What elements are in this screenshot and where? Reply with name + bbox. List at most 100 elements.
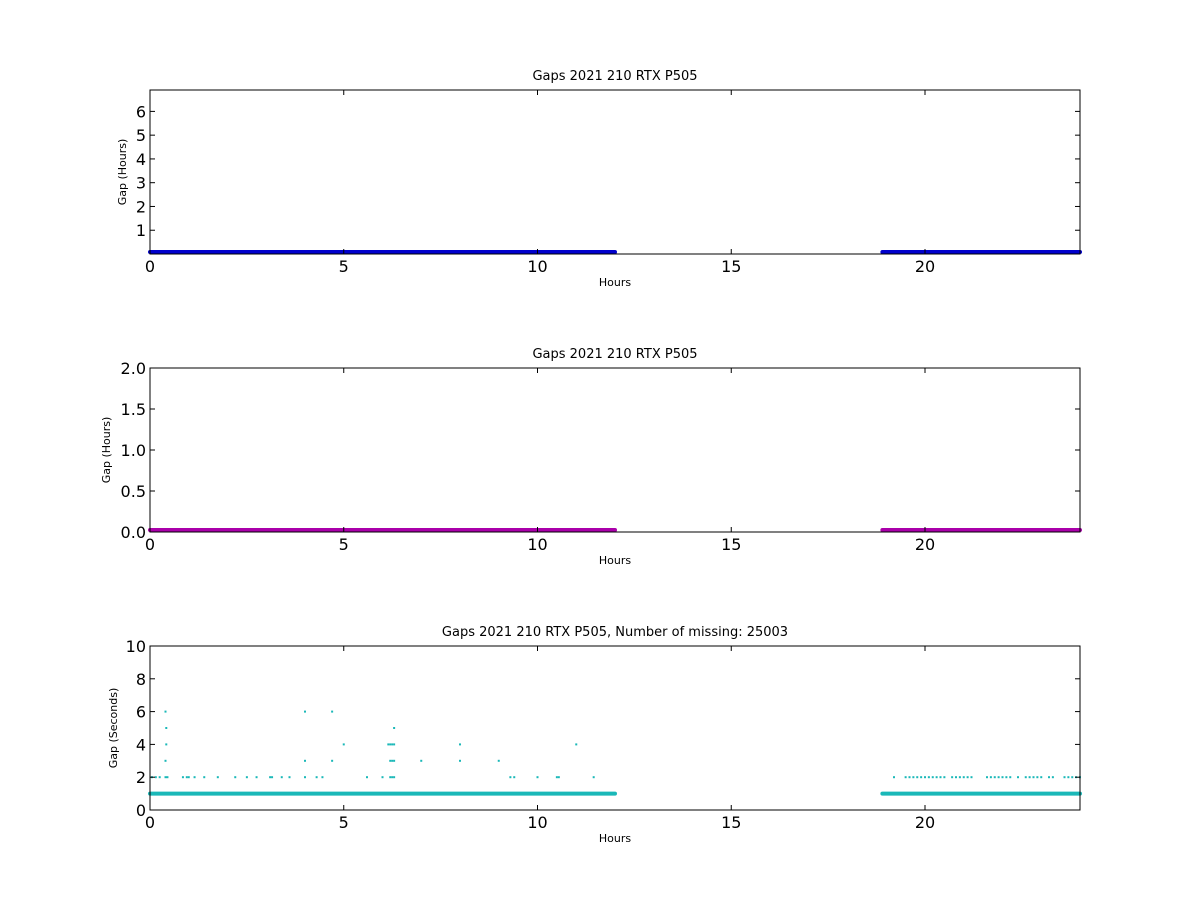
x-axis-label: Hours: [599, 832, 631, 845]
data-point: [331, 759, 334, 762]
y-tick-label: 2: [136, 768, 146, 787]
data-point: [269, 776, 272, 779]
x-tick-label: 5: [339, 535, 349, 554]
data-point: [389, 743, 392, 746]
x-tick-label: 10: [527, 535, 547, 554]
data-point: [391, 759, 394, 762]
data-point: [216, 776, 219, 779]
data-point: [321, 776, 324, 779]
data-point: [1024, 776, 1027, 779]
data-point: [575, 743, 578, 746]
data-point: [1051, 776, 1054, 779]
data-point: [509, 776, 512, 779]
data-point: [1032, 776, 1035, 779]
data-point: [459, 759, 461, 762]
y-tick-label: 0.5: [121, 482, 146, 501]
data-point: [958, 776, 961, 779]
data-point: [271, 776, 274, 779]
chart-panel-2: 0 5 10 15 20 0.0 0.5 1.0 1.5 2.0 Gaps 2021 210 RTX…: [100, 347, 1082, 567]
data-point: [592, 776, 595, 779]
x-tick-label: 10: [527, 813, 547, 832]
x-tick-label: 0: [145, 535, 155, 554]
data-point: [1071, 776, 1074, 779]
y-tick-label: 2: [136, 197, 146, 216]
data-point: [893, 776, 895, 779]
data-point: [393, 759, 396, 762]
data-point: [920, 776, 923, 779]
chart-title: Gaps 2021 210 RTX P505: [532, 347, 697, 362]
data-point: [255, 776, 258, 779]
data-point: [939, 776, 942, 779]
y-tick-label: 0: [136, 801, 146, 820]
y-axis-label: Gap (Hours): [100, 417, 113, 484]
data-point: [164, 759, 167, 762]
x-tick-label: 0: [145, 813, 155, 832]
x-tick-label: 5: [339, 813, 349, 832]
data-point: [391, 776, 394, 779]
data-point: [164, 710, 167, 713]
data-point: [1036, 776, 1039, 779]
series-1: [148, 710, 1082, 796]
y-tick-label: 6: [136, 102, 146, 121]
chart-panel-1: 0 5 10 15 20 1 2 3 4 5 6 Gaps 2021 210 RTX P505 Hour…: [116, 69, 1082, 289]
data-point: [158, 776, 161, 779]
x-tick-label: 15: [721, 257, 741, 276]
x-tick-label: 15: [721, 535, 741, 554]
y-tick-label: 2.0: [121, 359, 146, 378]
data-point: [389, 759, 392, 762]
data-point: [1040, 776, 1043, 779]
data-point: [986, 776, 988, 779]
y-tick-label: 4: [136, 735, 146, 754]
data-point: [164, 776, 167, 779]
chart-title: Gaps 2021 210 RTX P505, Number of missin…: [442, 625, 788, 640]
x-tick-label: 20: [915, 257, 935, 276]
y-axis-label: Gap (Hours): [116, 139, 129, 206]
data-point: [1028, 776, 1031, 779]
x-tick-label: 0: [145, 257, 155, 276]
data-point: [555, 776, 558, 779]
x-tick-label: 20: [915, 535, 935, 554]
data-point: [234, 776, 237, 779]
data-point: [389, 776, 392, 779]
data-point: [203, 776, 206, 779]
chart-title: Gaps 2021 210 RTX P505: [532, 69, 697, 84]
data-point: [931, 776, 934, 779]
data-point: [1001, 776, 1004, 779]
y-tick-label: 5: [136, 126, 146, 145]
data-point: [912, 776, 915, 779]
data-point: [513, 776, 516, 779]
data-point: [342, 743, 345, 746]
data-point: [393, 743, 396, 746]
data-point: [154, 776, 157, 779]
y-tick-label: 1: [136, 221, 146, 240]
data-point: [1005, 776, 1008, 779]
data-point: [908, 776, 911, 779]
data-point: [989, 776, 992, 779]
data-point: [366, 776, 368, 779]
data-point: [955, 776, 957, 779]
data-point: [459, 743, 461, 746]
data-point: [904, 776, 907, 779]
data-point: [557, 776, 560, 779]
data-point: [1048, 776, 1050, 779]
data-point: [165, 743, 168, 746]
data-point: [1017, 776, 1019, 779]
y-tick-label: 8: [136, 670, 146, 689]
y-tick-label: 6: [136, 703, 146, 722]
data-point: [1067, 776, 1070, 779]
data-point: [916, 776, 919, 779]
data-point: [280, 776, 283, 779]
data-point: [387, 743, 390, 746]
data-point: [381, 776, 384, 779]
x-axis-label: Hours: [599, 554, 631, 567]
plot-frame: [149, 367, 1081, 533]
data-point: [166, 776, 169, 779]
data-point: [185, 776, 188, 779]
data-point: [924, 776, 926, 779]
data-point: [497, 759, 500, 762]
data-point: [1009, 776, 1012, 779]
y-tick-label: 3: [136, 174, 146, 193]
data-point: [1063, 776, 1066, 779]
data-point: [391, 743, 394, 746]
